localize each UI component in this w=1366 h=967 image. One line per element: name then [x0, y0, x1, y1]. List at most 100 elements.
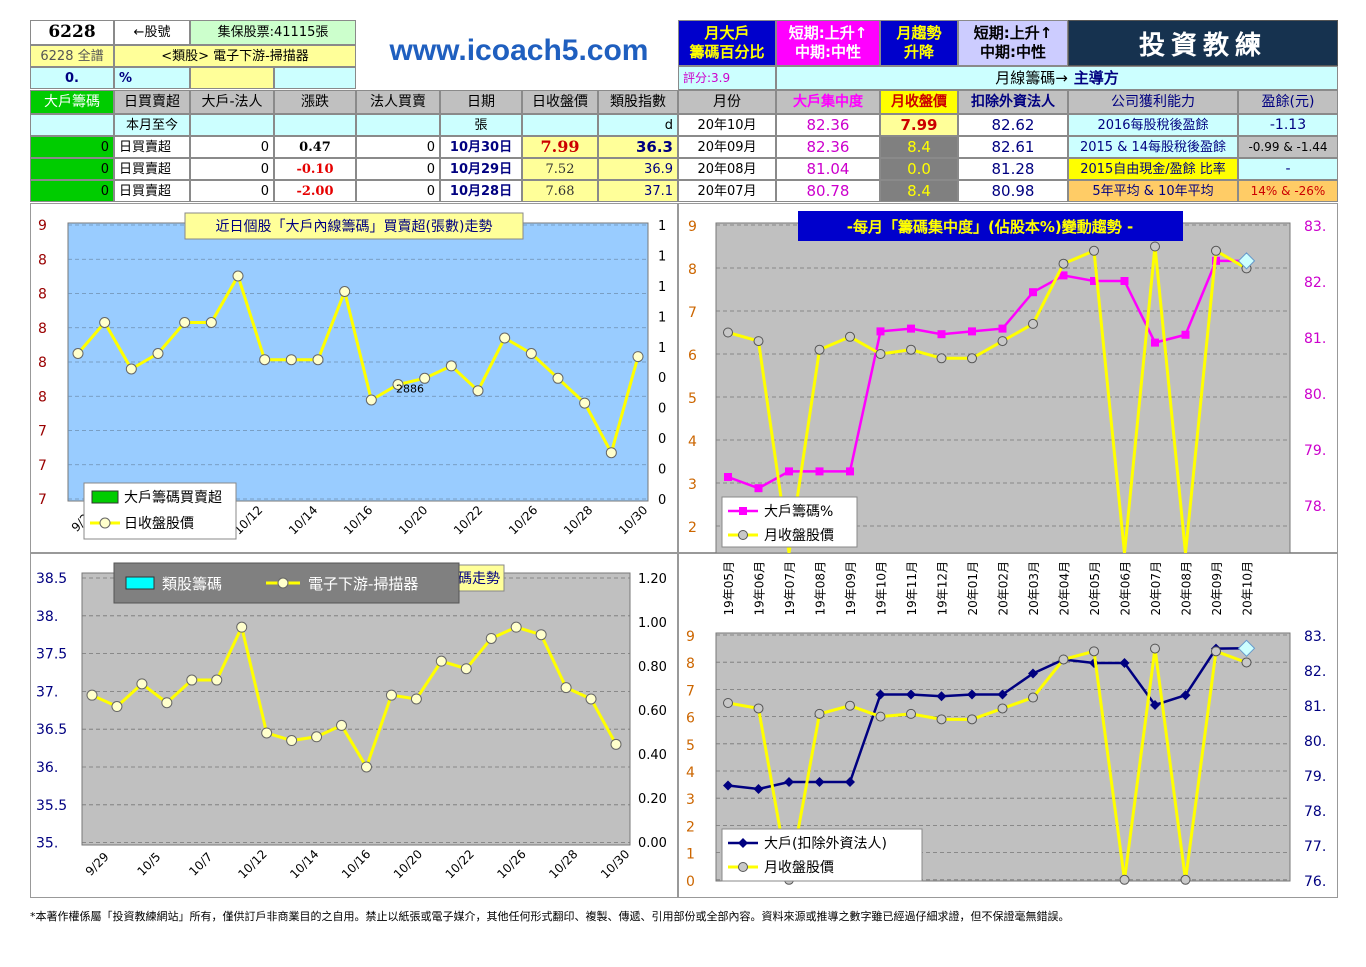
right-tick-label: 79. — [1304, 769, 1326, 785]
price-point — [472, 385, 484, 397]
right-tick-label: 82. — [1304, 664, 1326, 680]
monthly-chip-label: 月線籌碼→ — [995, 68, 1068, 87]
excl-foreign-point — [845, 777, 855, 787]
right-tick-label: 0.80 — [638, 660, 667, 675]
sector-point — [161, 697, 173, 709]
daily-chip-chart: 98888877711111000009/2910/510/710/1210/1… — [30, 203, 678, 553]
sector-point — [186, 674, 198, 686]
sector-point — [385, 689, 397, 701]
right-tick-label: 80. — [1304, 387, 1326, 403]
sector-point — [485, 632, 497, 644]
price-point — [152, 348, 164, 359]
right-tick-label: 1 — [658, 341, 666, 356]
right-tick-label: 1.20 — [638, 572, 667, 587]
left-tick-label: 8 — [686, 656, 695, 672]
x-tick-label: 20年01月 — [966, 561, 980, 616]
x-tick-label: 19年09月 — [844, 561, 858, 616]
price-point — [906, 344, 916, 355]
right-tick-label: 81. — [1304, 331, 1326, 347]
price-point — [445, 360, 457, 372]
trend-box-1: 短期:上升↑ 中期:中性 — [776, 20, 880, 66]
price-point — [1241, 657, 1252, 668]
right-tick-label: 1.00 — [638, 616, 667, 631]
price-point — [936, 714, 947, 725]
site-url[interactable]: www.icoach5.com — [389, 34, 649, 67]
sector-chip-chart: 38.5 38. 37.5 37. 36.5 36. 35.5 35. 1.20 1.00 0.80… — [30, 553, 678, 898]
daily-row-cell: 0 — [356, 158, 440, 180]
concentration-point — [907, 324, 915, 333]
concentration-point — [937, 330, 946, 339]
monthly-chip-row: 月線籌碼→ 主導方 — [776, 66, 1338, 90]
right-tick-label: 0.20 — [638, 792, 667, 807]
price-point — [1028, 318, 1038, 329]
price-point — [99, 317, 111, 328]
right-tick-label: 0 — [658, 432, 666, 447]
monthly-header: 大戶集中度 — [776, 90, 880, 114]
price-point — [875, 349, 886, 359]
daily-header: 日收盤價 — [522, 90, 598, 114]
monthly-row-cell: 8.4 — [880, 180, 958, 202]
daily-row-cell: 7.99 — [522, 136, 598, 158]
monthly-row-cell: 0.0 — [880, 158, 958, 180]
price-point — [312, 354, 324, 366]
daily-row-cell: 10月30日 — [440, 136, 522, 158]
left-tick-label: 8 — [38, 355, 47, 371]
monthly-row-cell: 20年10月 — [678, 114, 776, 136]
left-tick-label: 2 — [686, 819, 695, 835]
excl-foreign-point — [1150, 700, 1160, 710]
x-tick-label: 19年12月 — [936, 561, 950, 616]
price-point — [845, 700, 855, 711]
price-point — [997, 336, 1008, 347]
price-point — [723, 698, 733, 708]
profit-row-cell: 14% & -26% — [1238, 180, 1338, 202]
legend-label: 日收盤股價 — [124, 515, 194, 532]
full-profile-link[interactable]: 6228 全譜 — [30, 45, 114, 67]
monthly-row-cell: 81.28 — [958, 158, 1068, 180]
monthly-row-cell: 81.04 — [776, 158, 880, 180]
profit-header: 盈餘(元) — [1238, 90, 1338, 114]
price-point — [997, 703, 1008, 714]
sector-point — [560, 682, 572, 694]
left-tick-label: 7 — [38, 492, 47, 508]
concentration-point — [1090, 277, 1098, 285]
price-point — [419, 372, 431, 384]
price-point — [814, 344, 825, 355]
daily-row-cell: 0 — [356, 136, 440, 158]
daily-row-cell: 日買賣超 — [114, 180, 190, 202]
monthly-row-cell: 82.36 — [776, 114, 880, 136]
mid-term-neutral: 中期:中性 — [795, 43, 861, 61]
price-point — [1058, 258, 1069, 269]
daily-subrow-cell — [190, 114, 274, 136]
legend-label: 月收盤股價 — [764, 859, 834, 876]
daily-row-cell: 0 — [30, 180, 114, 202]
left-tick-label: 8 — [38, 389, 47, 405]
legend-marker — [738, 838, 748, 848]
right-tick-label: 0 — [658, 371, 666, 386]
concentration-point — [1120, 277, 1129, 285]
x-tick-label: 19年06月 — [753, 561, 767, 616]
monthly-trend-l2: 升降 — [903, 43, 934, 61]
left-tick-label: 7 — [38, 458, 47, 474]
profit-row-cell: -1.13 — [1238, 114, 1338, 136]
concentration-point — [1059, 271, 1068, 280]
category-label: <類股> 電子下游-掃描器 — [114, 45, 356, 67]
legend-marker — [738, 530, 748, 540]
daily-header: 大戶-法人 — [190, 90, 274, 114]
monthly-row-cell: 82.62 — [958, 114, 1068, 136]
blank-cyan — [274, 67, 356, 89]
concentration-point — [754, 484, 763, 493]
sector-line — [91, 622, 618, 771]
price-point — [125, 363, 137, 375]
blank-yellow — [190, 67, 274, 89]
chart-title-box — [798, 211, 1183, 241]
price-point — [1119, 874, 1130, 885]
x-tick-label: 19年08月 — [814, 561, 828, 616]
daily-row-cell: -0.10 — [274, 158, 356, 180]
x-tick-label: 20年04月 — [1058, 561, 1072, 616]
short-term-up: 短期:上升↑ — [788, 24, 868, 42]
stock-code: 6228 — [30, 20, 114, 45]
chart-title: -每月「籌碼集中度」(佔股本%)變動趨勢 - — [847, 218, 1133, 236]
concentration-point — [968, 327, 976, 336]
daily-subrow-cell: 本月至今 — [114, 114, 190, 136]
price-point — [1028, 692, 1038, 703]
